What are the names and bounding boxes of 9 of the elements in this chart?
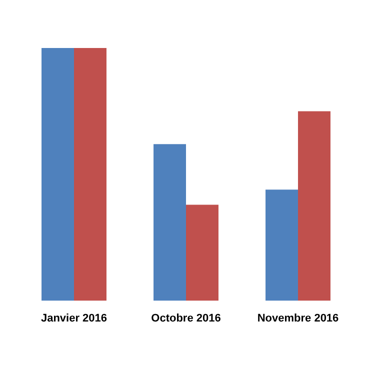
- bar: [42, 48, 74, 301]
- x-tick-label: Octobre 2016: [151, 312, 221, 324]
- x-tick-label: Novembre 2016: [257, 312, 339, 324]
- bar: [74, 48, 106, 301]
- bar: [154, 144, 186, 301]
- bar: [266, 190, 298, 301]
- x-tick-label: Janvier 2016: [40, 312, 108, 324]
- bar: [186, 204, 218, 301]
- bar: [298, 111, 330, 301]
